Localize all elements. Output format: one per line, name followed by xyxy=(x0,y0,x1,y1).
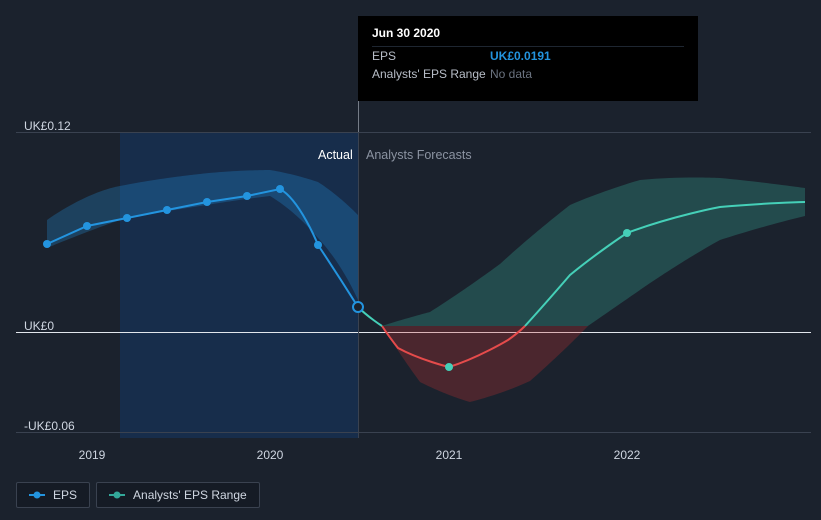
legend-item-label: Analysts' EPS Range xyxy=(133,488,247,502)
eps-range-forecast-neg-area xyxy=(382,326,588,402)
eps-range-forecast-pos-area xyxy=(382,178,805,327)
tooltip-row-value: No data xyxy=(490,65,532,83)
x-axis-label: 2021 xyxy=(436,448,463,462)
legend-item-label: EPS xyxy=(53,488,77,502)
x-axis-label: 2020 xyxy=(257,448,284,462)
y-axis-label: UK£0 xyxy=(24,319,54,333)
legend-swatch-icon xyxy=(29,494,45,496)
y-axis-label: UK£0.12 xyxy=(24,119,71,133)
tooltip-date: Jun 30 2020 xyxy=(372,26,684,40)
tooltip-row-label: EPS xyxy=(372,47,490,65)
y-axis-label: -UK£0.06 xyxy=(24,419,75,433)
eps-forecast-marker xyxy=(623,229,631,237)
chart-tooltip: Jun 30 2020 EPS UK£0.0191 Analysts' EPS … xyxy=(358,16,698,101)
chart-legend: EPS Analysts' EPS Range xyxy=(16,482,260,508)
x-axis-label: 2022 xyxy=(614,448,641,462)
eps-forecast-marker xyxy=(445,363,453,371)
tooltip-row-value: UK£0.0191 xyxy=(490,47,551,65)
legend-swatch-icon xyxy=(109,494,125,496)
tooltip-row-label: Analysts' EPS Range xyxy=(372,65,490,83)
x-axis-label: 2019 xyxy=(79,448,106,462)
chart-container: Jun 30 2020 EPS UK£0.0191 Analysts' EPS … xyxy=(0,0,821,520)
legend-item-eps[interactable]: EPS xyxy=(16,482,90,508)
tooltip-row-eps: EPS UK£0.0191 xyxy=(372,47,684,65)
legend-item-range[interactable]: Analysts' EPS Range xyxy=(96,482,260,508)
y-gridline-zero xyxy=(16,332,811,333)
region-label-actual: Actual xyxy=(318,148,353,162)
actual-shade xyxy=(120,132,358,438)
region-label-forecast: Analysts Forecasts xyxy=(366,148,472,162)
tooltip-row-range: Analysts' EPS Range No data xyxy=(372,65,684,83)
y-gridline xyxy=(16,432,811,433)
y-gridline xyxy=(16,132,811,133)
eps-forecast-line-pos xyxy=(358,202,805,326)
forecast-divider xyxy=(358,132,359,438)
